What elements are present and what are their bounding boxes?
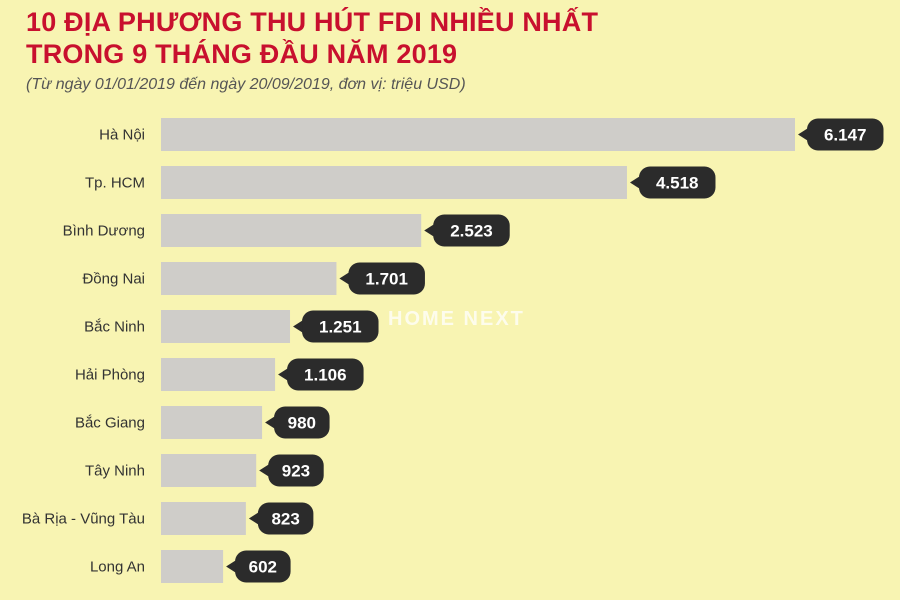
bar-group: Hà Nội 6.147: [99, 118, 884, 151]
badge-background: [287, 358, 364, 391]
chart-title-line-2: TRONG 9 THÁNG ĐẦU NĂM 2019: [26, 39, 458, 69]
bar: [161, 502, 246, 535]
badge-background: [433, 214, 510, 247]
value-badge: 602: [226, 550, 291, 583]
badge-pointer: [259, 463, 271, 478]
value-badge: 980: [265, 406, 330, 439]
badge-background: [274, 406, 330, 439]
category-label: Bình Dương: [63, 223, 145, 240]
value-badge: 923: [259, 454, 324, 487]
badge-pointer: [629, 175, 641, 190]
value-badge: 1.106: [278, 358, 364, 391]
value-badge: 823: [248, 502, 314, 535]
bar: [161, 214, 422, 247]
badge-background: [638, 166, 716, 199]
value-label: 823: [271, 510, 299, 529]
category-label: Hải Phòng: [75, 367, 145, 384]
bar: [161, 310, 291, 343]
value-badge: 6.147: [798, 118, 884, 151]
value-label: 1.106: [304, 366, 347, 385]
value-badge: 4.518: [629, 166, 716, 199]
category-label: Tây Ninh: [85, 463, 145, 480]
category-label: Tp. HCM: [85, 175, 145, 192]
badge-background: [235, 550, 291, 583]
value-label: 1.701: [365, 270, 408, 289]
value-label: 923: [282, 462, 310, 481]
badge-background: [348, 262, 425, 295]
category-label: Long An: [90, 559, 145, 576]
value-badge: 1.251: [293, 310, 379, 343]
bar-group: Bắc Giang 980: [75, 406, 330, 439]
value-label: 980: [288, 414, 316, 433]
value-label: 602: [249, 558, 277, 577]
bar-group: Long An 602: [90, 550, 291, 583]
bar: [161, 118, 795, 151]
bar: [161, 166, 627, 199]
category-label: Bắc Ninh: [84, 319, 145, 336]
bar: [161, 454, 257, 487]
watermark-logo: HOME NEXT: [388, 308, 525, 330]
value-badge: 1.701: [339, 262, 425, 295]
value-label: 1.251: [319, 318, 362, 337]
badge-pointer: [278, 367, 290, 382]
chart-title: 10 ĐỊA PHƯƠNG THU HÚT FDI NHIỀU NHẤT TRO…: [26, 6, 598, 70]
bar-group: Tây Ninh 923: [85, 454, 324, 487]
category-label: Đồng Nai: [82, 271, 145, 288]
chart-title-line-1: 10 ĐỊA PHƯƠNG THU HÚT FDI NHIỀU NHẤT: [26, 7, 599, 37]
value-label: 6.147: [824, 126, 867, 145]
value-label: 4.518: [656, 174, 699, 193]
bar-group: Tp. HCM 4.518: [85, 166, 716, 199]
badge-background: [807, 118, 884, 151]
bar: [161, 406, 263, 439]
bar: [161, 550, 224, 583]
badge-background: [257, 502, 314, 535]
bar-group: Bà Rịa - Vũng Tàu 823: [22, 502, 314, 535]
badge-background: [268, 454, 324, 487]
badge-pointer: [339, 271, 351, 286]
badge-pointer: [293, 319, 305, 334]
bar-group: Đồng Nai 1.701: [82, 262, 425, 295]
bar-group: Hải Phòng 1.106: [75, 358, 364, 391]
value-label: 2.523: [450, 222, 493, 241]
badge-pointer: [798, 127, 809, 142]
bar-group: Bắc Ninh 1.251: [84, 310, 379, 343]
chart-subtitle: (Từ ngày 01/01/2019 đến ngày 20/09/2019,…: [26, 76, 466, 93]
badge-pointer: [248, 511, 260, 526]
category-label: Hà Nội: [99, 127, 145, 144]
badge-pointer: [265, 415, 277, 430]
category-label: Bắc Giang: [75, 415, 145, 432]
bar-group: Bình Dương 2.523: [63, 214, 510, 247]
badge-pointer: [226, 559, 238, 574]
bar: [161, 358, 276, 391]
bar: [161, 262, 337, 295]
category-label: Bà Rịa - Vũng Tàu: [22, 511, 145, 528]
badge-pointer: [424, 223, 436, 238]
badge-background: [302, 310, 379, 343]
value-badge: 2.523: [424, 214, 510, 247]
